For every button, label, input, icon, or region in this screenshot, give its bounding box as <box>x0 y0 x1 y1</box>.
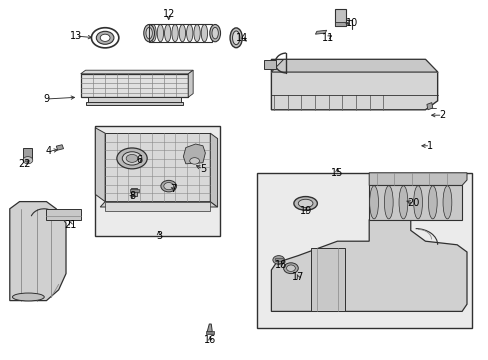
Polygon shape <box>271 220 466 311</box>
Ellipse shape <box>164 24 171 42</box>
Text: 16: 16 <box>203 335 216 345</box>
Text: 15: 15 <box>330 168 343 178</box>
Polygon shape <box>183 144 205 164</box>
Ellipse shape <box>171 24 178 42</box>
Polygon shape <box>426 103 432 110</box>
Bar <box>95 126 220 236</box>
Text: 9: 9 <box>43 94 49 104</box>
Ellipse shape <box>149 24 156 42</box>
Polygon shape <box>315 30 326 34</box>
Bar <box>368 185 461 220</box>
Bar <box>88 97 181 103</box>
Circle shape <box>272 256 284 264</box>
Ellipse shape <box>212 27 218 39</box>
Text: 10: 10 <box>345 18 358 28</box>
Bar <box>264 60 276 69</box>
Ellipse shape <box>232 31 239 45</box>
Circle shape <box>161 180 176 192</box>
Text: 17: 17 <box>291 272 304 282</box>
Bar <box>205 331 213 334</box>
Ellipse shape <box>117 148 147 169</box>
Text: 7: 7 <box>170 184 176 194</box>
Circle shape <box>96 31 114 44</box>
Text: 3: 3 <box>156 231 162 241</box>
Circle shape <box>100 34 110 41</box>
Ellipse shape <box>186 24 192 42</box>
Text: 5: 5 <box>200 164 205 174</box>
Polygon shape <box>271 59 437 72</box>
Polygon shape <box>81 70 193 74</box>
Text: 12: 12 <box>162 9 175 19</box>
Ellipse shape <box>143 24 154 42</box>
Bar <box>85 102 183 105</box>
Ellipse shape <box>201 24 207 42</box>
Polygon shape <box>56 145 63 150</box>
Bar <box>334 22 345 26</box>
Polygon shape <box>210 133 217 207</box>
Bar <box>81 74 188 97</box>
Bar <box>129 189 139 192</box>
Ellipse shape <box>209 24 220 42</box>
Circle shape <box>286 265 295 271</box>
Bar <box>334 9 345 26</box>
Ellipse shape <box>146 27 152 39</box>
Polygon shape <box>10 202 66 301</box>
Text: 2: 2 <box>439 110 445 120</box>
Ellipse shape <box>122 152 142 165</box>
Ellipse shape <box>398 186 407 219</box>
Ellipse shape <box>298 199 312 207</box>
Text: 21: 21 <box>64 220 77 230</box>
Polygon shape <box>207 324 212 333</box>
Text: 11: 11 <box>321 33 333 43</box>
Bar <box>256 173 471 328</box>
Ellipse shape <box>413 186 422 219</box>
Ellipse shape <box>179 24 185 42</box>
Text: 8: 8 <box>129 191 135 201</box>
Ellipse shape <box>189 158 199 164</box>
Ellipse shape <box>193 24 200 42</box>
Bar <box>310 248 344 311</box>
Text: 1: 1 <box>427 141 432 151</box>
Text: 20: 20 <box>406 198 419 208</box>
Text: 19: 19 <box>299 206 311 216</box>
Bar <box>105 133 210 202</box>
Ellipse shape <box>369 186 378 219</box>
Text: 6: 6 <box>136 155 142 165</box>
Polygon shape <box>368 173 466 185</box>
Ellipse shape <box>384 186 392 219</box>
Polygon shape <box>100 202 217 207</box>
Circle shape <box>283 263 298 274</box>
Circle shape <box>91 28 119 48</box>
Circle shape <box>163 183 173 190</box>
Ellipse shape <box>13 293 44 301</box>
Polygon shape <box>95 128 105 202</box>
Text: 4: 4 <box>46 146 52 156</box>
Polygon shape <box>271 59 437 110</box>
Polygon shape <box>188 70 193 97</box>
Circle shape <box>23 157 33 164</box>
Text: 22: 22 <box>18 159 31 169</box>
Ellipse shape <box>442 186 451 219</box>
Ellipse shape <box>427 186 436 219</box>
Text: 18: 18 <box>274 260 287 270</box>
Ellipse shape <box>293 197 317 210</box>
Text: 13: 13 <box>69 31 82 41</box>
Bar <box>23 148 32 159</box>
Bar <box>105 202 210 211</box>
Bar <box>149 24 211 42</box>
Bar <box>46 209 81 220</box>
Bar <box>274 258 282 261</box>
Text: 14: 14 <box>235 33 248 43</box>
Ellipse shape <box>126 154 138 162</box>
Bar <box>131 188 137 196</box>
Ellipse shape <box>229 28 242 48</box>
Ellipse shape <box>157 24 163 42</box>
